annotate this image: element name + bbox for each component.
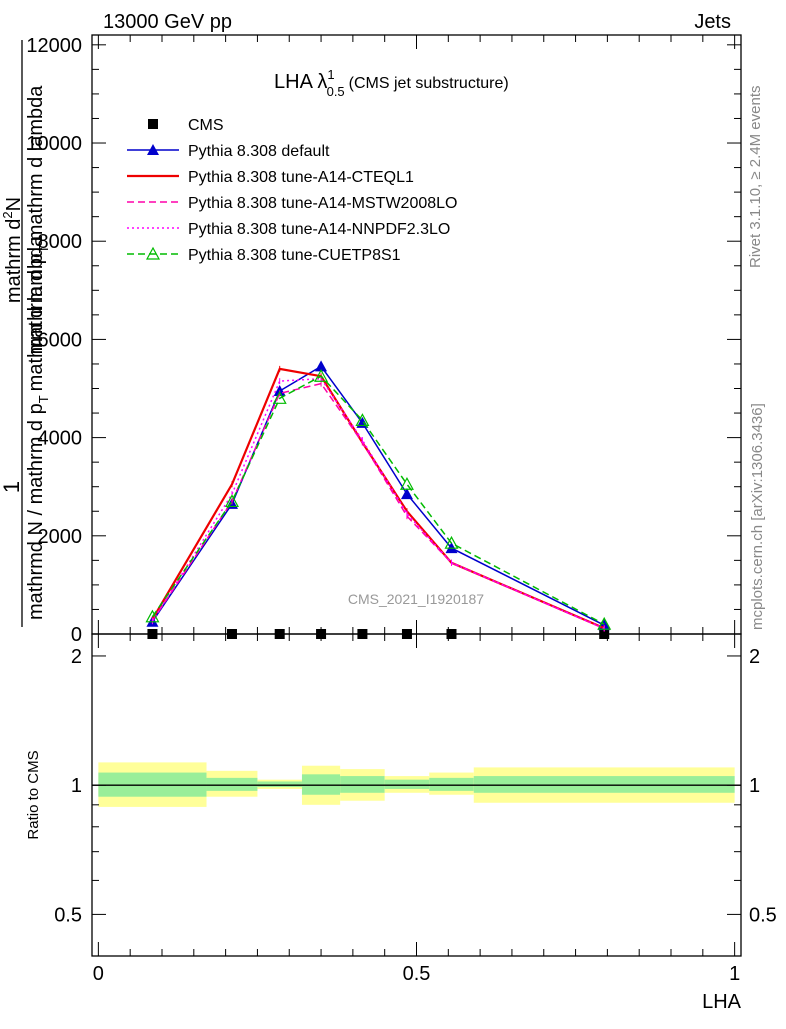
legend-marker: [147, 144, 159, 155]
legend-swatch: [148, 119, 158, 129]
ratio-x-tick-label: 1: [729, 963, 740, 985]
legend-entry: Pythia 8.308 tune-CUETP8S1: [127, 246, 401, 264]
main-y-label-den-b: mathrm d lambda: [25, 85, 47, 241]
ratio-band-stat: [206, 777, 258, 791]
legend-entry: Pythia 8.308 tune-A14-CTEQL1: [127, 169, 414, 186]
series-line: [151, 367, 605, 630]
main-title-text: LHA λ: [274, 71, 327, 93]
legend-entry: Pythia 8.308 tune-A14-NNPDF2.3LO: [127, 221, 450, 238]
main-y-tick-label: 2000: [38, 526, 83, 548]
main-y-tick-label: 8000: [38, 231, 83, 253]
main-y-label-den-a: mathrm d p: [25, 253, 47, 354]
ratio-y-tick-label-right: 2: [749, 646, 760, 668]
main-title-note: (CMS jet substructure): [349, 75, 509, 92]
main-y-label-num-b: N: [3, 197, 25, 211]
series-point: [399, 476, 414, 490]
main-y-tick-label: 6000: [38, 329, 83, 351]
legend-label: Pythia 8.308 default: [188, 143, 330, 160]
header-right: Jets: [694, 11, 731, 33]
series-line: [151, 375, 605, 625]
legend-entry: Pythia 8.308 default: [127, 143, 330, 160]
series-1: [146, 360, 611, 631]
ratio-band-stat: [301, 774, 341, 795]
header-left: 13000 GeV pp: [103, 11, 232, 33]
series-point: [272, 391, 287, 404]
main-title-sup: 1: [327, 67, 334, 82]
main-y-tick-labels: 0 2000 4000 6000 8000 10000 12000: [26, 35, 82, 646]
ratio-y-tick-label: 0.5: [54, 904, 82, 926]
main-y-label: 1 mathrm d2N mathrmd N / mathrm d pTmath…: [0, 40, 51, 627]
main-y-label-top: 1: [0, 481, 24, 493]
main-y-tick-label: 0: [71, 624, 82, 646]
main-y-tick-label: 4000: [38, 428, 83, 450]
series-5: [145, 368, 612, 630]
series-point: [400, 488, 413, 500]
legend-label: Pythia 8.308 tune-CUETP8S1: [188, 247, 401, 264]
rivet-label: Rivet 3.1.10, ≥ 2.4M events: [747, 86, 764, 269]
main-title-sub: 0.5: [327, 84, 345, 99]
legend-label: CMS: [188, 117, 224, 134]
ratio-band-stat: [257, 781, 302, 788]
ratio-band-stat: [473, 776, 735, 793]
series-point: [224, 494, 239, 508]
legend: CMS Pythia 8.308 default Pythia 8.308 tune…: [127, 117, 457, 264]
watermark: CMS_2021_I1920187: [348, 591, 484, 607]
legend-label: Pythia 8.308 tune-A14-MSTW2008LO: [188, 195, 457, 212]
ratio-y-tick-label-right: 0.5: [749, 904, 777, 926]
ratio-band-stat: [384, 779, 430, 789]
ratio-x-tick-label: 0.5: [403, 963, 431, 985]
main-y-label-num-sup: 2: [0, 211, 15, 218]
series-point: [597, 616, 612, 630]
main-y-label-num-a: mathrm d: [3, 219, 25, 303]
x-axis-label: LHA: [702, 991, 742, 1013]
ratio-band-stat: [429, 777, 474, 791]
series-line: [151, 377, 605, 630]
ratio-y-label: Ratio to CMS: [25, 750, 42, 839]
main-y-label-den-sub: T: [36, 245, 51, 253]
main-y-label-bottom-b: mathrm d lambda: [25, 235, 47, 391]
legend-entry: CMS: [148, 117, 224, 134]
ratio-x-tick-labels: 0 0.5 1: [93, 963, 740, 985]
legend-label: Pythia 8.308 tune-A14-CTEQL1: [188, 169, 414, 186]
legend-entry: Pythia 8.308 tune-A14-MSTW2008LO: [127, 195, 457, 212]
series-point: [355, 413, 370, 427]
main-title: LHA λ1 0.5 (CMS jet substructure): [274, 67, 509, 99]
ratio-y-tick-labels: 0.5 0.5 1 1 2 2: [54, 646, 777, 926]
main-y-label-numerator: mathrm d2N: [0, 197, 25, 303]
ratio-band-stat: [340, 776, 385, 793]
mcplots-label: mcplots.cern.ch [arXiv:1306.3436]: [749, 403, 766, 630]
main-y-label-bottom-sub: T: [36, 395, 51, 403]
main-y-tick-label: 12000: [26, 35, 82, 57]
main-y-label-bottom-a: mathrmd N / mathrm d p: [25, 403, 47, 620]
series-line: [151, 365, 605, 626]
series-point: [145, 609, 160, 623]
ratio-bands: [98, 762, 735, 807]
main-y-label-denominator: mathrm d pTmathrm d lambda: [25, 85, 51, 355]
legend-marker: [145, 246, 161, 260]
ratio-y-tick-label: 2: [71, 646, 82, 668]
ratio-y-tick-label: 1: [71, 775, 82, 797]
ratio-x-tick-label: 0: [93, 963, 104, 985]
ratio-axis-ticks: [92, 634, 741, 956]
ratio-y-tick-label-right: 1: [749, 775, 760, 797]
main-y-tick-label: 10000: [26, 133, 82, 155]
series-point: [444, 535, 459, 549]
legend-label: Pythia 8.308 tune-A14-NNPDF2.3LO: [188, 221, 450, 238]
main-y-label-bottom: mathrmd N / mathrm d pTmathrm d lambda: [25, 235, 51, 620]
series-point: [314, 368, 329, 382]
series-point: [315, 360, 328, 372]
